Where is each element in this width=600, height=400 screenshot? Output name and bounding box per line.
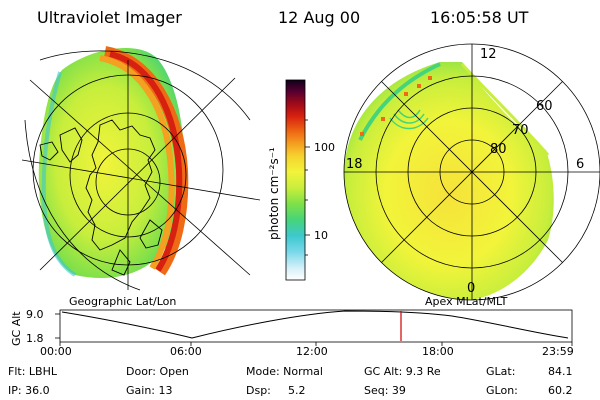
geographic-grid [22, 50, 260, 291]
info-dsp-label: Dsp: [246, 384, 271, 397]
altitude-ytick-9: 9.0 [26, 308, 44, 321]
info-glat-value: 84.1 [548, 365, 573, 378]
colorbar-tick-10: 10 [314, 229, 328, 242]
geographic-map-panel [22, 46, 260, 291]
info-gain: Gain: 13 [126, 384, 173, 397]
time-tick-0600: 06:00 [170, 345, 202, 358]
mlat-label-70: 70 [512, 123, 529, 138]
time-tick-2359: 23:59 [542, 345, 574, 358]
polar-dial-panel [343, 43, 600, 301]
time-tick-1200: 12:00 [296, 345, 328, 358]
info-dsp-value: 5.2 [288, 384, 306, 397]
mlt-label-12: 12 [480, 47, 497, 62]
dayglow-spots [360, 76, 432, 136]
info-ip: IP: 36.0 [8, 384, 50, 397]
right-panel-caption: Apex MLat/MLT [425, 295, 508, 308]
info-seq: Seq: 39 [364, 384, 406, 397]
header-time: 16:05:58 UT [430, 8, 529, 27]
mlt-label-18: 18 [346, 157, 363, 172]
left-panel-caption: Geographic Lat/Lon [69, 295, 177, 308]
altitude-ytick-1-8: 1.8 [26, 332, 44, 345]
info-door: Door: Open [126, 365, 189, 378]
info-glon-value: 60.2 [548, 384, 573, 397]
polar-grid [343, 43, 600, 301]
time-tick-0000: 00:00 [40, 345, 72, 358]
time-tick-1800: 18:00 [422, 345, 454, 358]
mlt-label-0: 0 [467, 281, 475, 296]
mlt-label-6: 6 [576, 157, 584, 172]
altitude-plot [55, 309, 573, 346]
mlat-label-60: 60 [536, 99, 553, 114]
info-glat-label: GLat: [486, 365, 516, 378]
info-flt: Flt: LBHL [8, 365, 57, 378]
info-glon-label: GLon: [486, 384, 518, 397]
auroral-image-right [344, 62, 554, 300]
colorbar-unit-label: photon cm⁻²s⁻¹ [267, 147, 281, 240]
colorbar-ticks [305, 119, 310, 256]
colorbar [285, 79, 306, 281]
header-date: 12 Aug 00 [278, 8, 361, 27]
altitude-ylabel: GC Alt [10, 311, 23, 346]
altitude-ticks [55, 313, 573, 346]
coastline-outlines [39, 119, 163, 276]
mlat-label-80: 80 [490, 142, 507, 157]
info-mode: Mode: Normal [246, 365, 323, 378]
info-gcalt: GC Alt: 9.3 Re [364, 365, 441, 378]
colorbar-tick-100: 100 [314, 141, 335, 154]
altitude-curve [61, 310, 569, 339]
auroral-image-left [38, 48, 185, 278]
app-title: Ultraviolet Imager [37, 8, 182, 27]
